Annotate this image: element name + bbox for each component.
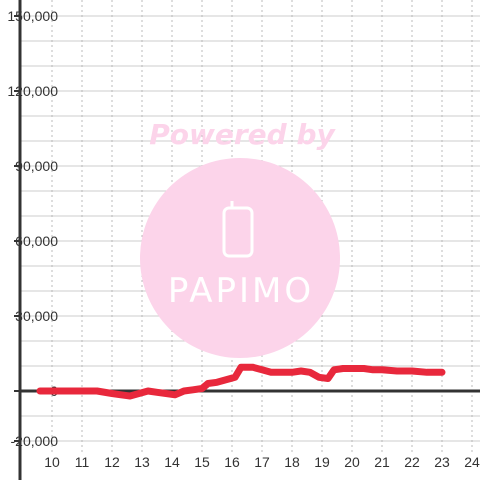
x-tick-label: 12: [104, 454, 120, 470]
x-tick-label: 17: [254, 454, 270, 470]
x-tick-label: 19: [314, 454, 330, 470]
x-axis-tick-labels: 10 11 12 13 14 15 16 17 18 19 20 21 22 23 24: [44, 454, 480, 470]
x-tick-label: 18: [284, 454, 300, 470]
x-tick-label: 21: [374, 454, 390, 470]
x-tick-label: 11: [75, 454, 90, 470]
x-tick-label: 10: [44, 454, 60, 470]
x-tick-label: 20: [344, 454, 360, 470]
watermark-text: Powered by: [149, 118, 336, 151]
powered-by-papimo-watermark: Powered by PAPIMO: [140, 118, 340, 358]
series-line: [36, 363, 446, 400]
y-tick-label: 90,000: [15, 158, 58, 174]
y-tick-label: 60,000: [15, 233, 58, 249]
x-tick-label: 24: [464, 454, 480, 470]
y-tick-label: 150,000: [7, 8, 58, 24]
x-tick-label: 14: [164, 454, 180, 470]
x-tick-label: 13: [134, 454, 150, 470]
y-tick-label: 120,000: [7, 83, 58, 99]
x-tick-label: 15: [194, 454, 210, 470]
phone-icon: [222, 201, 254, 258]
y-tick-label: -20,000: [11, 433, 59, 449]
x-tick-label: 23: [434, 454, 450, 470]
y-tick-label: 30,000: [15, 308, 58, 324]
x-tick-label: 16: [224, 454, 240, 470]
x-tick-label: 22: [404, 454, 420, 470]
watermark-circle: [140, 158, 340, 358]
watermark-logo-text: PAPIMO: [168, 271, 314, 311]
